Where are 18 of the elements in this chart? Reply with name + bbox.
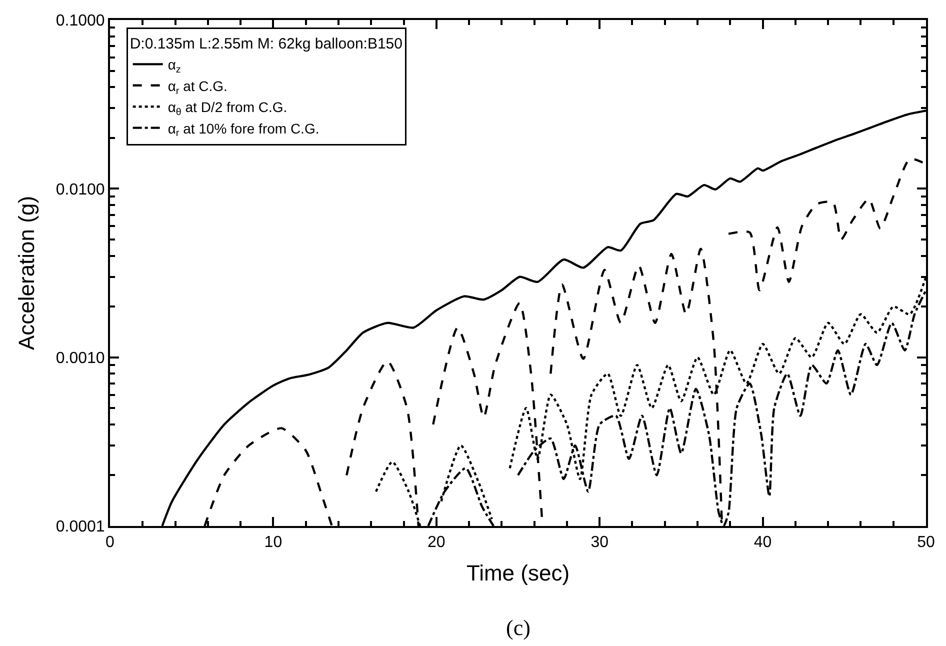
- x-tick-label: 20: [428, 534, 446, 552]
- y-tick-label: 0.1000: [56, 12, 105, 30]
- legend-label: α$_{z}$: [168, 56, 181, 76]
- y-axis-title: Acceleration (g): [14, 196, 40, 350]
- text: (c): [506, 615, 530, 640]
- legend-label: α$_{r}$ at C.G.: [168, 78, 228, 97]
- x-tick-label: 50: [917, 534, 935, 552]
- legend-label: α$_{θ}$ at D/2 from C.G.: [168, 99, 288, 118]
- x-tick-label: 40: [754, 534, 772, 552]
- y-tick-label: 0.0001: [56, 518, 105, 536]
- legend-label: α$_{r}$ at 10% fore from C.G.: [168, 120, 320, 140]
- x-tick-label: 10: [264, 534, 282, 552]
- x-axis-title: Time (sec): [466, 560, 570, 586]
- legend-title: D:0.135m L:2.55m M: 62kg balloon:B150: [130, 36, 402, 53]
- y-tick-label: 0.0010: [56, 350, 105, 367]
- x-tick-label: 0: [106, 534, 115, 552]
- y-tick-label: 0.0100: [56, 181, 105, 198]
- x-tick-label: 30: [590, 534, 609, 552]
